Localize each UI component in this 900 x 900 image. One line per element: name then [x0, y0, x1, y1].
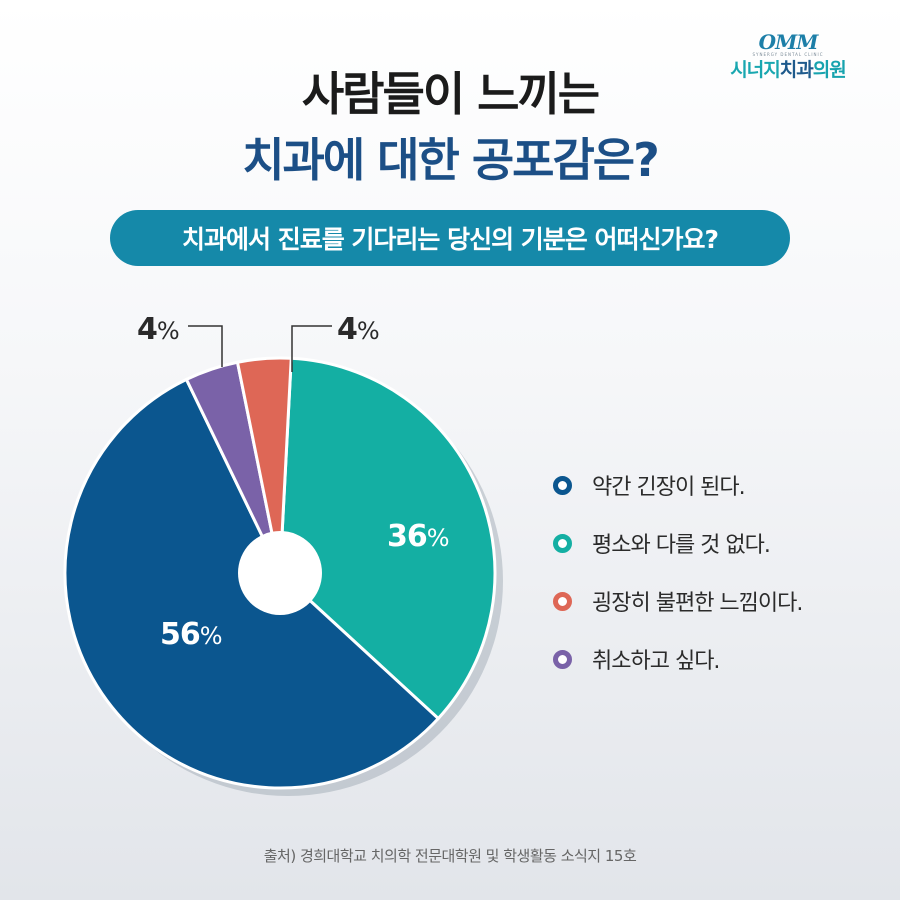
slice-teal: [278, 356, 497, 721]
legend-item: 굉장히 불편한 느낌이다.: [553, 572, 803, 630]
legend-marker: [553, 649, 572, 669]
donut-hole: [238, 531, 322, 615]
chart-legend: 약간 긴장이 된다. 평소와 다를 것 없다. 굉장히 불편한 느낌이다. 취소…: [553, 456, 803, 688]
data-label-navy: 56%: [160, 617, 223, 652]
logo-name-part1: 시너지: [730, 59, 780, 81]
legend-marker: [553, 591, 572, 611]
logo-subtitle: SYNERGY DENTAL CLINIC: [752, 52, 824, 57]
data-label-teal: 36%: [387, 519, 450, 554]
logo-name: 시너지치과의원: [718, 58, 858, 82]
legend-label: 약간 긴장이 된다.: [592, 475, 746, 500]
legend-marker: [553, 475, 572, 495]
slice-coral: [235, 356, 293, 574]
source-note: 출처) 경희대학교 치의학 전문대학원 및 학생활동 소식지 15호: [263, 847, 637, 865]
callout-line-coral: [291, 325, 332, 372]
callout-line-purple: [188, 325, 223, 367]
legend-item: 평소와 다를 것 없다.: [553, 514, 802, 572]
legend-label: 취소하고 싶다.: [592, 649, 720, 674]
legend-item: 약간 긴장이 된다.: [553, 456, 802, 514]
title-line-2: 치과에 대한 공포감은?: [242, 133, 660, 187]
clinic-logo: OMM SYNERGY DENTAL CLINIC 시너지치과의원: [718, 32, 858, 82]
data-label-purple: 4%: [137, 312, 180, 347]
legend-item: 취소하고 싶다.: [553, 630, 802, 688]
logo-mark: OMM: [758, 30, 819, 54]
logo-name-part3: 의원: [812, 59, 847, 81]
data-label-coral: 4%: [337, 312, 380, 347]
legend-marker: [553, 533, 572, 553]
title-line-1: 사람들이 느끼는: [301, 67, 600, 121]
logo-name-part2: 치과: [779, 59, 814, 81]
question-banner: 치과에서 진료를 기다리는 당신의 기분은 어떠신가요?: [110, 210, 790, 266]
legend-label: 평소와 다를 것 없다.: [592, 533, 771, 558]
legend-label: 굉장히 불편한 느낌이다.: [592, 591, 803, 616]
